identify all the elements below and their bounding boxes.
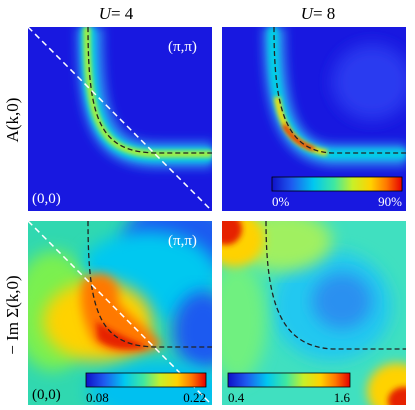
colorbar-min-label: 0%	[272, 194, 290, 209]
colorbar-sigma-u4: 0.08 0.22	[85, 372, 207, 405]
colorbar-sigma-u8: 0.4 1.6	[227, 372, 351, 405]
colorbar-max-label: 1.6	[334, 390, 351, 405]
blue-region-right	[173, 291, 212, 371]
colorbar-max-label: 0.22	[183, 390, 206, 405]
colorbar-max-label: 90%	[378, 194, 402, 209]
colorbar-min-label: 0.4	[228, 390, 245, 405]
fermi-surface-dashed	[273, 26, 406, 154]
heatmap-panel-a-u8: 0% 90%	[222, 26, 406, 211]
red-region	[96, 321, 148, 349]
colorbar-min-label: 0.08	[86, 390, 109, 405]
corner-label-origin: (0,0)	[32, 387, 61, 403]
blue-blob	[332, 44, 406, 120]
green-region-left	[222, 261, 267, 381]
diagonal-dashed	[27, 26, 213, 212]
row-label-self-energy: − Im Σ(k,0)	[3, 275, 22, 354]
heatmap-panel-sigma-u4: (π,π) (0,0) 0.08 0.22	[27, 220, 213, 406]
row-label-spectral: A(k,0)	[3, 98, 22, 143]
fermi-surface-dashed	[87, 26, 212, 154]
fermi-surface-dashed	[265, 220, 406, 350]
red-corner-top-left	[222, 221, 242, 245]
column-header-u4: U= 4	[99, 4, 134, 23]
heatmap-panel-a-u4: (π,π) (0,0)	[27, 26, 213, 212]
fermi-surface-dashed	[87, 220, 212, 348]
red-corner-bottom-right	[388, 387, 406, 405]
fermi-surface-peak	[282, 123, 315, 151]
column-header-u8: U= 8	[301, 4, 336, 23]
colorbar-a: 0% 90%	[271, 176, 403, 209]
corner-label-far: (π,π)	[168, 39, 197, 55]
corner-label-origin: (0,0)	[32, 191, 61, 207]
corner-label-far: (π,π)	[168, 233, 197, 249]
blue-region-center	[312, 273, 372, 329]
heatmap-panel-sigma-u8: 0.4 1.6	[222, 220, 406, 405]
diagonal-dashed	[27, 220, 213, 406]
